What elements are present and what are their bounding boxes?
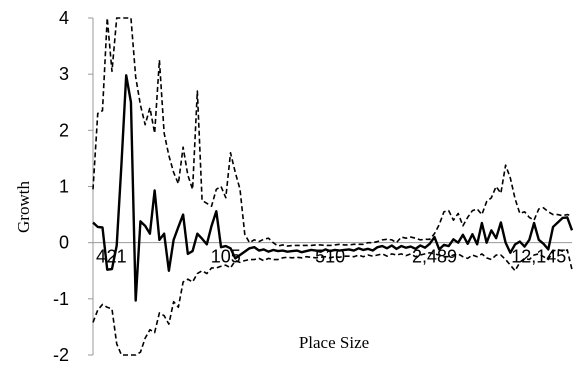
y-tick-label: 2 [59,120,69,140]
y-tick-label: -2 [53,345,69,365]
x-tick-label: 21 [107,247,127,267]
x-tick-label: 510 [315,247,345,267]
x-axis-title: Place Size [299,333,369,352]
y-tick-label: 0 [59,233,69,253]
x-tick-label: 12,145 [511,247,566,267]
y-axis: -2 -1 0 1 2 3 4 [53,8,94,365]
y-axis-title: Growth [14,181,33,233]
series-layer [92,17,574,356]
y-tick-label: 3 [59,64,69,84]
y-tick-label: -1 [53,289,69,309]
y-tick-label: 1 [59,177,69,197]
x-tick-labels: 4 21 105 510 2,489 12,145 [96,247,566,267]
series-upper-bound-line [92,17,573,247]
y-tick-label: 4 [59,8,69,28]
series-estimate-line [92,74,574,302]
x-tick-label: 105 [211,247,241,267]
x-tick-label: 2,489 [412,247,457,267]
x-tick-label: 4 [96,247,106,267]
series-lower-bound-line [92,248,573,356]
